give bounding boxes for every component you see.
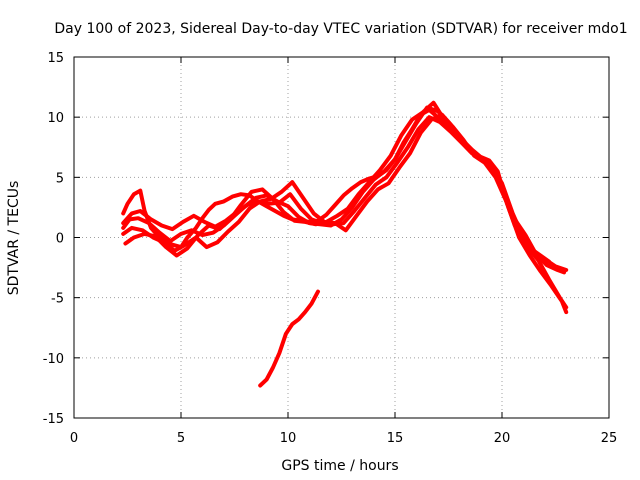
series-line-track-3 [123,100,569,315]
x-axis-label: GPS time / hours [281,458,398,474]
series-group [121,100,569,388]
x-tick-label: 25 [601,431,618,446]
series-line-isolated-track [258,289,320,388]
x-tick-label: 0 [70,431,78,446]
y-tick-label: 5 [56,171,64,186]
grid [74,57,609,418]
y-tick-label: -10 [43,352,64,367]
series-line-track-4 [121,107,552,264]
chart-title: Day 100 of 2023, Sidereal Day-to-day VTE… [54,21,627,37]
y-tick-label: 15 [47,51,64,66]
y-tick-label: 0 [56,232,64,247]
x-tick-label: 20 [494,431,511,446]
x-tick-label: 5 [177,431,185,446]
x-tick-label: 15 [387,431,404,446]
ticks: 0 5 10 15 20 25 -15 -10 -5 0 5 10 15 [43,51,618,446]
series-line-track-5 [121,115,567,275]
y-tick-label: -5 [51,292,64,307]
y-tick-label: -15 [43,412,64,427]
x-tick-label: 10 [280,431,297,446]
y-tick-label: 10 [47,111,64,126]
y-axis-label: SDTVAR / TECUs [6,181,22,296]
